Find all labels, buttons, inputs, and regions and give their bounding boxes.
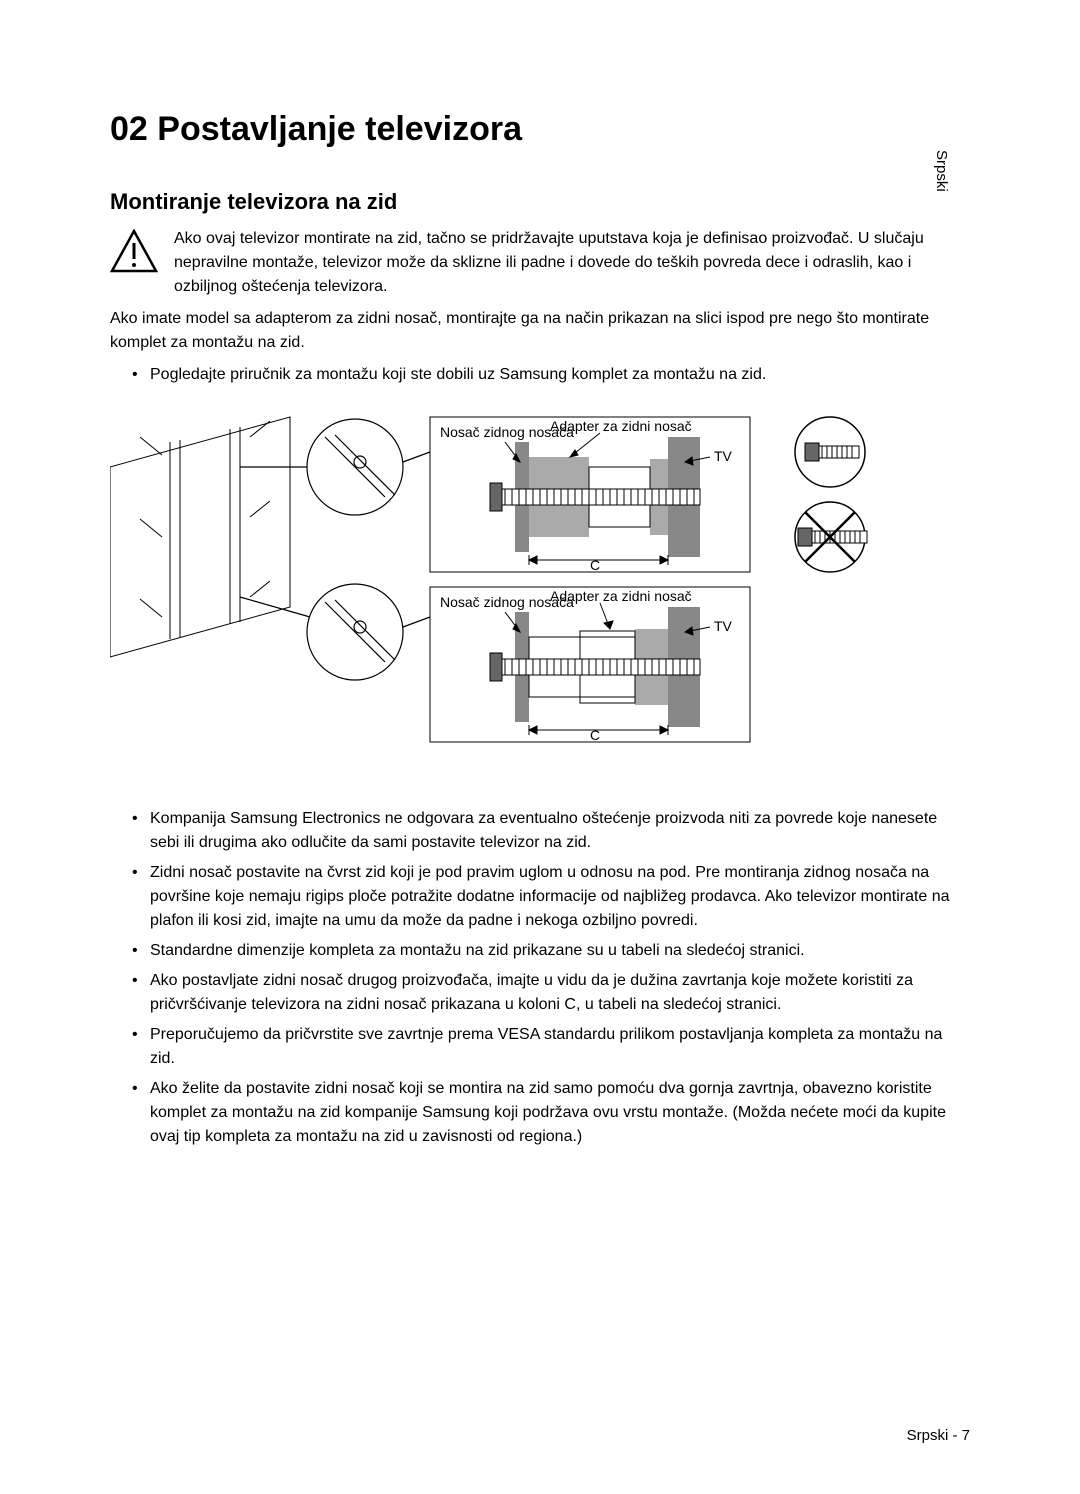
diagram-label-adapter-1: Adapter za zidni nosač [550, 418, 692, 434]
bolt-forbidden-icon [795, 502, 867, 572]
list-item: Preporučujemo da pričvrstite sve zavrtnj… [132, 1023, 970, 1071]
list-item: Ako želite da postavite zidni nosač koji… [132, 1077, 970, 1149]
warning-icon [110, 229, 158, 278]
diagram-label-tv-1: TV [714, 448, 733, 464]
list-item: Pogledajte priručnik za montažu koji ste… [132, 363, 970, 387]
list-item: Standardne dimenzije kompleta za montažu… [132, 939, 970, 963]
notes-bullet-list: Kompanija Samsung Electronics ne odgovar… [132, 807, 970, 1149]
section-subtitle: Montiranje televizora na zid [110, 189, 970, 215]
diagram-label-tv-2: TV [714, 618, 733, 634]
manual-bullet-list: Pogledajte priručnik za montažu koji ste… [132, 363, 970, 387]
warning-block: Ako ovaj televizor montirate na zid, tač… [110, 227, 970, 299]
bolt-allowed-icon [795, 417, 865, 487]
diagram-label-adapter-2: Adapter za zidni nosač [550, 588, 692, 604]
adapter-paragraph: Ako imate model sa adapterom za zidni no… [110, 307, 970, 355]
warning-text: Ako ovaj televizor montirate na zid, tač… [174, 227, 970, 299]
page-title: 02 Postavljanje televizora [110, 110, 970, 149]
page-footer: Srpski - 7 [907, 1427, 970, 1444]
language-side-label: Srpski [933, 150, 950, 192]
list-item: Ako postavljate zidni nosač drugog proiz… [132, 969, 970, 1017]
diagram-label-c-1: C [590, 557, 600, 573]
list-item: Kompanija Samsung Electronics ne odgovar… [132, 807, 970, 855]
list-item: Zidni nosač postavite na čvrst zid koji … [132, 861, 970, 933]
mounting-diagram: Nosač zidnog nosača Adapter za zidni nos… [110, 407, 970, 767]
diagram-label-c-2: C [590, 727, 600, 743]
